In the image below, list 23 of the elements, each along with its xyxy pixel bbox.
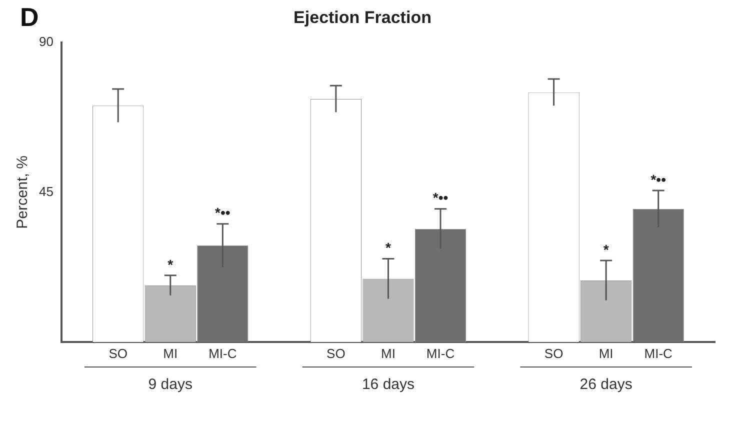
series-label: SO (108, 346, 128, 362)
chart-title: Ejection Fraction (294, 8, 432, 27)
data-label: * (168, 256, 174, 272)
text: MI-C (426, 346, 455, 362)
text: SO (326, 346, 346, 362)
data-label: * (386, 240, 392, 256)
x-tick-label: 26 days (580, 376, 632, 394)
data-label: *•• (432, 190, 448, 206)
y-axis-title: Percent, % (14, 156, 32, 229)
data-label: * (603, 241, 610, 258)
series-label: MI-C (208, 346, 237, 362)
series-label: MI (163, 346, 178, 362)
text: SO (544, 346, 564, 362)
text: D (20, 2, 39, 32)
text: MI (381, 346, 396, 362)
data-label: *•• (650, 171, 666, 188)
y-tick-label: 45 (38, 184, 54, 199)
y-tick-label: 90 (38, 34, 54, 49)
text: MI (598, 346, 614, 362)
x-tick-label: 9 days (148, 376, 192, 394)
data-label: *•• (215, 204, 230, 221)
x-tick-label: 16 days (362, 376, 415, 394)
text: MI-C (644, 346, 672, 362)
